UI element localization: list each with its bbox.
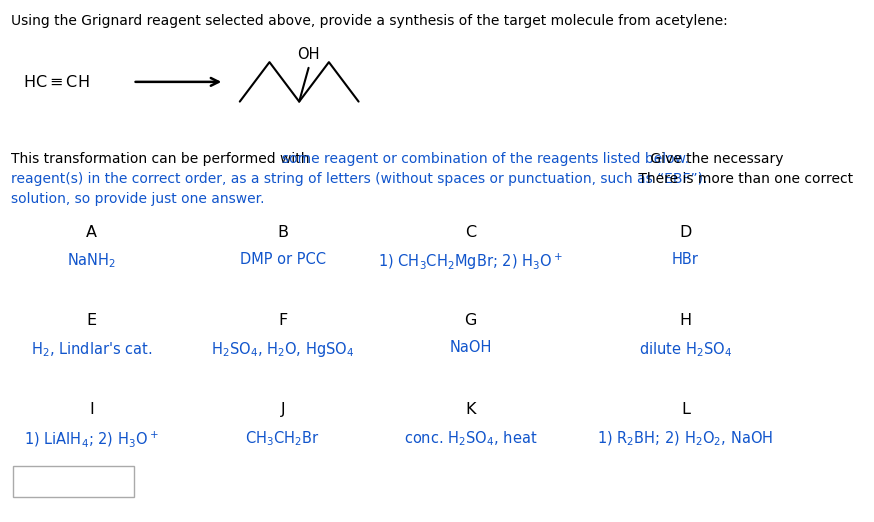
Text: C: C (465, 224, 476, 240)
Text: H$_2$SO$_4$, H$_2$O, HgSO$_4$: H$_2$SO$_4$, H$_2$O, HgSO$_4$ (212, 340, 355, 359)
Text: I: I (89, 402, 94, 417)
Text: E: E (87, 313, 96, 328)
Text: conc. H$_2$SO$_4$, heat: conc. H$_2$SO$_4$, heat (404, 429, 538, 448)
Text: Give the necessary: Give the necessary (646, 152, 783, 166)
Text: G: G (464, 313, 476, 328)
Text: This transformation can be performed with: This transformation can be performed wit… (10, 152, 314, 166)
Text: DMP or PCC: DMP or PCC (239, 252, 326, 267)
Text: H: H (679, 313, 691, 328)
Text: D: D (679, 224, 691, 240)
Text: reagent(s) in the correct order, as a string of letters (without spaces or punct: reagent(s) in the correct order, as a st… (10, 172, 707, 186)
Text: K: K (465, 402, 475, 417)
Text: CH$_3$CH$_2$Br: CH$_3$CH$_2$Br (246, 429, 320, 448)
Text: 1) LiAlH$_4$; 2) H$_3$O$^+$: 1) LiAlH$_4$; 2) H$_3$O$^+$ (24, 429, 158, 449)
Text: some reagent or combination of the reagents listed below.: some reagent or combination of the reage… (281, 152, 689, 166)
Text: H$_2$, Lindlar's cat.: H$_2$, Lindlar's cat. (31, 340, 152, 359)
Text: J: J (281, 402, 285, 417)
Text: HBr: HBr (672, 252, 698, 267)
Text: dilute H$_2$SO$_4$: dilute H$_2$SO$_4$ (639, 340, 732, 359)
Text: F: F (278, 313, 288, 328)
Text: Using the Grignard reagent selected above, provide a synthesis of the target mol: Using the Grignard reagent selected abov… (10, 15, 727, 28)
Text: HC$\equiv$CH: HC$\equiv$CH (24, 74, 90, 90)
Text: B: B (277, 224, 288, 240)
FancyBboxPatch shape (13, 466, 135, 497)
Text: There is more than one correct: There is more than one correct (634, 172, 853, 186)
Text: solution, so provide just one answer.: solution, so provide just one answer. (10, 192, 264, 206)
Text: NaNH$_2$: NaNH$_2$ (66, 252, 115, 270)
Text: NaOH: NaOH (449, 340, 491, 355)
Text: 1) R$_2$BH; 2) H$_2$O$_2$, NaOH: 1) R$_2$BH; 2) H$_2$O$_2$, NaOH (597, 429, 773, 448)
Text: L: L (681, 402, 690, 417)
Text: A: A (86, 224, 97, 240)
Text: OH: OH (297, 46, 320, 62)
Text: 1) CH$_3$CH$_2$MgBr; 2) H$_3$O$^+$: 1) CH$_3$CH$_2$MgBr; 2) H$_3$O$^+$ (378, 252, 563, 272)
